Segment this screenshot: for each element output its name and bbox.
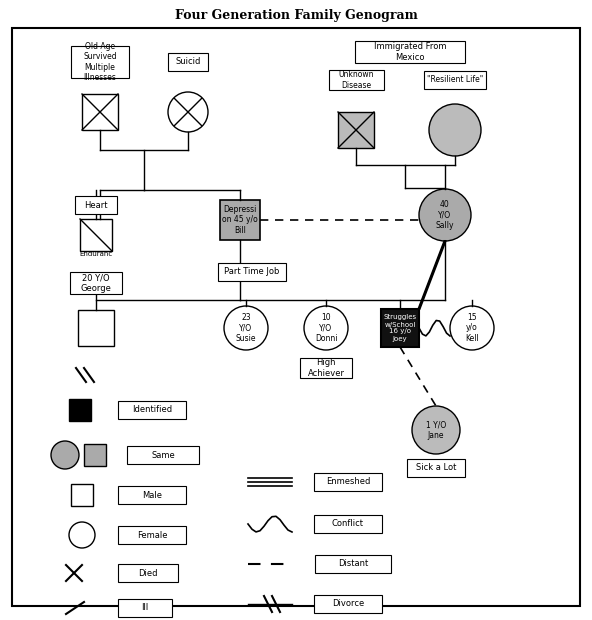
Text: Sick a Lot: Sick a Lot: [416, 464, 456, 472]
Bar: [70, 272, 122, 294]
Bar: [127, 446, 199, 464]
Bar: [82, 94, 118, 130]
Bar: [218, 263, 286, 281]
Circle shape: [168, 92, 208, 132]
Bar: [338, 112, 374, 148]
Bar: [78, 310, 114, 346]
Bar: [118, 564, 178, 582]
Text: Unknown
Disease: Unknown Disease: [338, 70, 374, 90]
Bar: [118, 401, 186, 419]
Text: Distant: Distant: [338, 559, 368, 569]
Bar: [75, 196, 117, 214]
Bar: [315, 555, 391, 573]
Circle shape: [69, 522, 95, 548]
Text: Part Time Job: Part Time Job: [224, 267, 279, 277]
Bar: [118, 599, 172, 617]
Bar: [407, 459, 465, 477]
Circle shape: [304, 306, 348, 350]
Text: 20 Y/O
George: 20 Y/O George: [81, 273, 111, 293]
Text: Divorce: Divorce: [332, 600, 364, 608]
Circle shape: [429, 104, 481, 156]
Bar: [220, 200, 260, 240]
Text: Died: Died: [139, 569, 157, 577]
Text: Four Generation Family Genogram: Four Generation Family Genogram: [175, 9, 417, 22]
Text: "Resilient Life": "Resilient Life": [427, 76, 483, 84]
Bar: [381, 309, 419, 347]
Bar: [314, 473, 382, 491]
Bar: [71, 484, 93, 506]
Circle shape: [450, 306, 494, 350]
Circle shape: [419, 189, 471, 241]
Circle shape: [51, 441, 79, 469]
Bar: [424, 71, 486, 89]
Bar: [314, 595, 382, 613]
Text: Identified: Identified: [132, 405, 172, 415]
Bar: [118, 526, 186, 544]
Text: Male: Male: [142, 490, 162, 500]
Text: High
Achiever: High Achiever: [307, 358, 345, 378]
Text: 10
Y/O
Donni: 10 Y/O Donni: [315, 313, 337, 343]
Bar: [71, 46, 129, 78]
Text: 23
Y/O
Susie: 23 Y/O Susie: [236, 313, 256, 343]
Bar: [314, 515, 382, 533]
Text: 40
Y/O
Sally: 40 Y/O Sally: [436, 200, 454, 230]
Text: Conflict: Conflict: [332, 520, 364, 528]
Bar: [355, 41, 465, 63]
Circle shape: [224, 306, 268, 350]
Bar: [84, 444, 106, 466]
Text: Enduranc: Enduranc: [79, 251, 112, 257]
Bar: [300, 358, 352, 378]
Text: 1 Y/O
Jane: 1 Y/O Jane: [426, 420, 446, 440]
Text: Heart: Heart: [84, 200, 108, 210]
Text: Ill: Ill: [141, 603, 149, 613]
Bar: [80, 219, 112, 251]
Text: Female: Female: [137, 531, 168, 539]
Text: Same: Same: [151, 451, 175, 459]
Text: Enmeshed: Enmeshed: [326, 477, 370, 487]
Text: Depressi
on 45 y/o
Bill: Depressi on 45 y/o Bill: [222, 205, 258, 235]
Text: Old Age
Survived
Multiple
Illnesses: Old Age Survived Multiple Illnesses: [83, 42, 117, 82]
Text: Immigrated From
Mexico: Immigrated From Mexico: [374, 42, 446, 62]
Bar: [329, 70, 384, 90]
Bar: [69, 399, 91, 421]
Bar: [118, 486, 186, 504]
Text: Suicid: Suicid: [175, 58, 201, 66]
Text: 15
y/o
Kell: 15 y/o Kell: [465, 313, 479, 343]
Circle shape: [412, 406, 460, 454]
Text: Struggles
w/School
16 y/o
Joey: Struggles w/School 16 y/o Joey: [384, 314, 417, 342]
Bar: [168, 53, 208, 71]
